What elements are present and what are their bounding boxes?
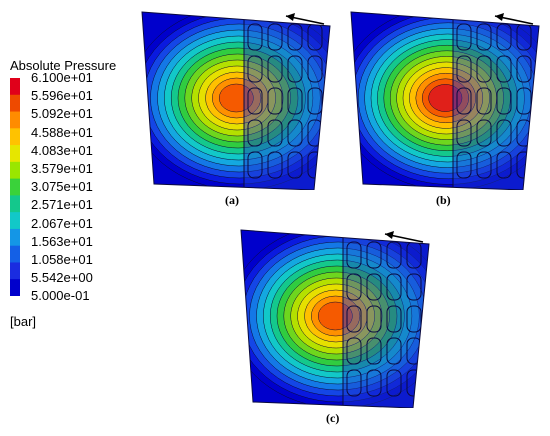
panel-label-b: (b): [436, 193, 451, 207]
blade-cell: [346, 369, 362, 397]
blade-cell: [267, 119, 283, 147]
colorbar-segment: [10, 262, 20, 280]
colorbar-segment: [10, 128, 20, 146]
blade-cell: [247, 87, 263, 115]
blade-cell: [366, 305, 382, 333]
legend-tick-label: 5.000e-01: [31, 288, 90, 304]
blade-cell: [386, 337, 402, 365]
colorbar-segment: [10, 195, 20, 213]
blade-cell: [476, 23, 492, 51]
blade-cell: [406, 305, 422, 333]
blade-cell: [406, 273, 422, 301]
legend-tick-label: 3.075e+01: [31, 179, 93, 195]
blade-cell: [247, 23, 263, 51]
colorbar: [10, 78, 20, 296]
blade-cell: [456, 23, 472, 51]
panel-label-a: (a): [225, 193, 239, 207]
colorbar-segment: [10, 145, 20, 163]
blade-cell: [287, 55, 303, 83]
legend-tick-label: 5.092e+01: [31, 106, 93, 122]
legend-tick-label: 1.563e+01: [31, 233, 93, 249]
blade-cell: [476, 151, 492, 179]
rotation-direction-arrow-icon: [384, 231, 424, 243]
legend-tick-label: 5.542e+00: [31, 270, 93, 286]
blade-cell: [456, 55, 472, 83]
blade-cell: [287, 87, 303, 115]
blade-cell: [516, 55, 532, 83]
blade-cell: [496, 87, 512, 115]
colorbar-segment: [10, 78, 20, 96]
blade-cell: [366, 337, 382, 365]
legend-tick-label: 4.588e+01: [31, 124, 93, 140]
blade-cell: [476, 119, 492, 147]
blade-cell: [366, 273, 382, 301]
legend-tick-label: 2.571e+01: [31, 197, 93, 213]
blade-channel-grid: [243, 12, 330, 190]
contour-plot-c: [235, 228, 433, 408]
blade-cell: [476, 55, 492, 83]
blade-channel-grid: [342, 230, 429, 408]
blade-cell: [346, 305, 362, 333]
blade-cell: [267, 151, 283, 179]
blade-cell: [366, 369, 382, 397]
legend-tick-label: 4.083e+01: [31, 142, 93, 158]
blade-cell: [456, 119, 472, 147]
panel-label-c: (c): [326, 411, 340, 425]
colorbar-segment: [10, 94, 20, 113]
rotation-direction-arrow-icon: [494, 13, 534, 25]
blade-cell: [496, 119, 512, 147]
blade-cell: [496, 55, 512, 83]
legend-tick-label: 5.596e+01: [31, 88, 93, 104]
colorbar-segment: [10, 245, 20, 264]
colorbar-segment: [10, 178, 20, 196]
blade-cell: [287, 23, 303, 51]
colorbar-segment: [10, 279, 20, 296]
blade-cell: [346, 241, 362, 269]
colorbar-segment: [10, 161, 20, 180]
colorbar-segment: [10, 212, 20, 230]
blade-cell: [386, 369, 402, 397]
blade-cell: [267, 55, 283, 83]
blade-cell: [247, 151, 263, 179]
blade-cell: [247, 55, 263, 83]
colorbar-segment: [10, 228, 20, 247]
blade-cell: [366, 241, 382, 269]
blade-cell: [307, 55, 323, 83]
legend-unit: [bar]: [10, 314, 37, 329]
blade-cell: [386, 241, 402, 269]
blade-cell: [496, 23, 512, 51]
contour-plot-b: [345, 10, 543, 190]
legend-tick-label: 1.058e+01: [31, 252, 93, 267]
blade-cell: [386, 305, 402, 333]
blade-cell: [476, 87, 492, 115]
pressure-contour-band: [218, 83, 254, 113]
blade-cell: [267, 87, 283, 115]
blade-cell: [386, 273, 402, 301]
legend-title: Absolute Pressure: [10, 58, 117, 73]
pressure-contour-band: [428, 84, 463, 112]
pressure-contour-band: [317, 301, 353, 331]
blade-cell: [287, 119, 303, 147]
legend-tick-label: 3.579e+01: [31, 161, 93, 176]
blade-cell: [346, 337, 362, 365]
blade-cell: [496, 151, 512, 179]
blade-channel-grid: [452, 12, 539, 190]
blade-cell: [307, 87, 323, 115]
blade-cell: [456, 87, 472, 115]
blade-cell: [516, 87, 532, 115]
blade-cell: [247, 119, 263, 147]
rotation-direction-arrow-icon: [285, 13, 325, 25]
blade-cell: [267, 23, 283, 51]
blade-cell: [287, 151, 303, 179]
colorbar-segment: [10, 111, 20, 129]
blade-cell: [346, 273, 362, 301]
legend-tick-label: 2.067e+01: [31, 215, 93, 231]
blade-cell: [456, 151, 472, 179]
legend-tick-label: 6.100e+01: [31, 70, 93, 85]
contour-plot-a: [136, 10, 334, 190]
